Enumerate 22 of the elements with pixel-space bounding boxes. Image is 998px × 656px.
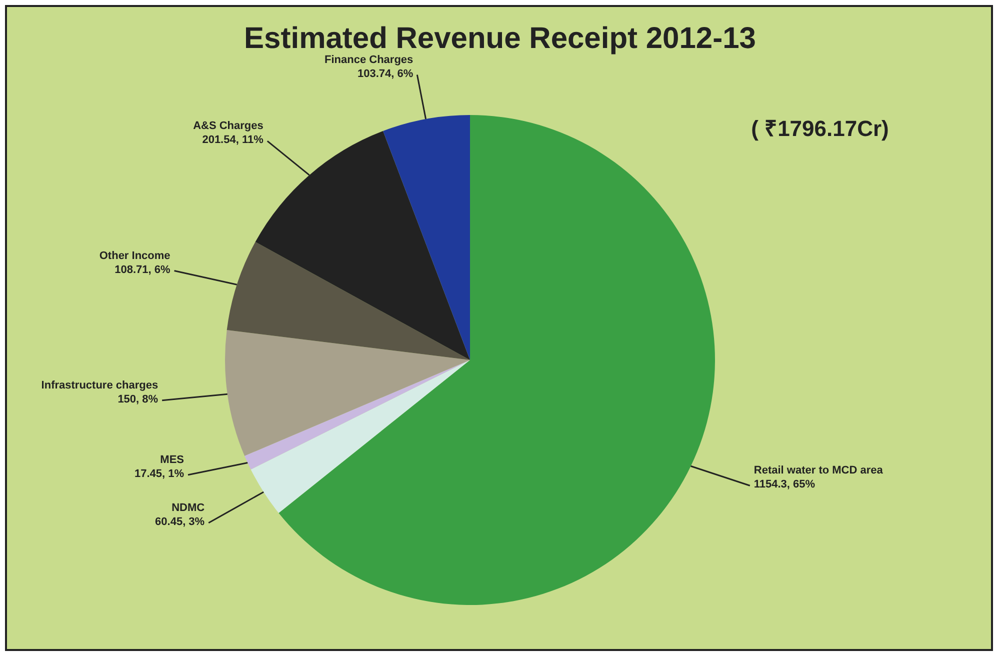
chart-title: Estimated Revenue Receipt 2012-13 (244, 22, 756, 55)
data-label: 103.74, 6% (358, 68, 414, 80)
data-label: 60.45, 3% (155, 516, 205, 528)
slice-label: Finance Charges (324, 54, 414, 66)
slice-label: Infrastructure charges (41, 379, 158, 392)
pie-slice (383, 115, 470, 360)
pie-slice (225, 330, 470, 456)
text: ( ₹1796.17Cr) (751, 116, 889, 141)
pie-slice (244, 360, 470, 470)
data-label: 150, 8% (118, 393, 158, 406)
pie-slice (226, 242, 470, 360)
data-label: 1154.3, 65% (754, 478, 816, 491)
pie-slice (278, 115, 715, 605)
slice-label: A&S Charges (193, 120, 264, 132)
data-label: 17.45, 1% (134, 468, 184, 480)
slice-label: Retail water to MCD area (754, 464, 884, 477)
slice-label: NDMC (172, 502, 205, 514)
slice-label: MES (160, 454, 184, 466)
slice-label: Other Income (99, 250, 170, 262)
data-label: 108.71, 6% (114, 264, 170, 276)
data-label: 201.54, 11% (202, 134, 264, 146)
pie-slice (250, 360, 470, 514)
